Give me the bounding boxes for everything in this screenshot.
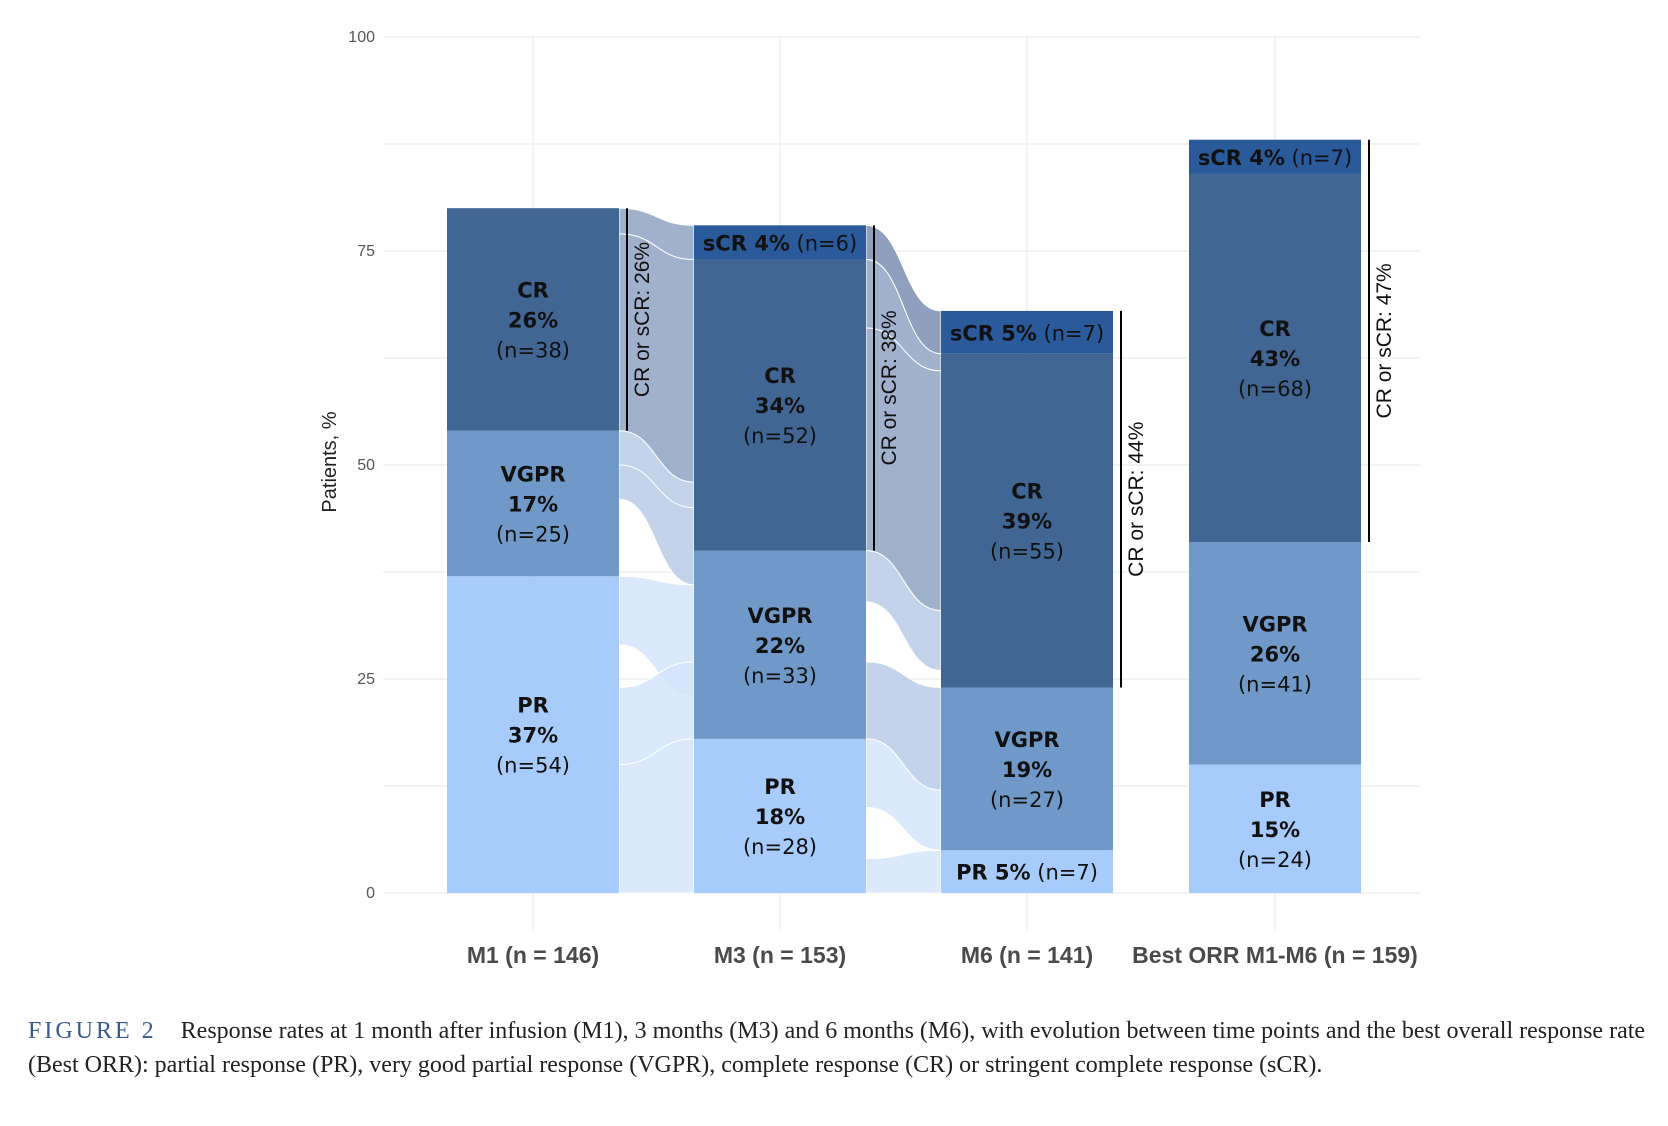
segment-label-vgpr: VGPR 19% (n=27) bbox=[990, 728, 1064, 812]
y-tick-label: 75 bbox=[357, 243, 375, 260]
bar-segment-pr bbox=[1189, 764, 1361, 893]
y-tick-label: 50 bbox=[357, 457, 375, 474]
segment-label-cr: CR 34% (n=52) bbox=[743, 364, 817, 448]
bar-segment-scr bbox=[694, 225, 866, 260]
segment-label-scr: sCR 5% (n=7) bbox=[950, 321, 1104, 345]
cr-bracket-label: CR or sCR: 47% bbox=[1373, 263, 1396, 418]
flow-ribbon-pr bbox=[865, 849, 942, 894]
segment-label-pr: PR 18% (n=28) bbox=[743, 775, 817, 859]
segment-label-scr: sCR 4% (n=6) bbox=[703, 231, 857, 255]
flow-ribbons bbox=[618, 207, 942, 894]
bar-segment-cr bbox=[941, 353, 1113, 688]
segment-label-pr: PR 37% (n=54) bbox=[496, 694, 570, 778]
bar-segment-vgpr bbox=[941, 687, 1113, 851]
x-category-label: M6 (n = 141) bbox=[961, 942, 1093, 968]
y-tick-label: 0 bbox=[366, 885, 375, 902]
bar-segment-cr bbox=[694, 259, 866, 551]
stacked-bars bbox=[447, 139, 1361, 893]
bar-segment-pr bbox=[941, 850, 1113, 893]
segment-label-cr: CR 39% (n=55) bbox=[990, 480, 1064, 564]
segment-label-pr: PR 5% (n=7) bbox=[956, 861, 1098, 885]
bar-segment-cr bbox=[1189, 173, 1361, 543]
bar-segment-pr bbox=[447, 576, 619, 893]
cr-bracket-label: CR or sCR: 38% bbox=[878, 310, 901, 465]
bar-segment-scr bbox=[1189, 139, 1361, 174]
figure-caption: FIGURE 2 Response rates at 1 month after … bbox=[28, 1014, 1648, 1082]
cr-brackets: CR or sCR: 26% CR or sCR: 38% CR or sCR: 4… bbox=[626, 139, 1396, 688]
x-axis: M1 (n = 146) M3 (n = 153) M6 (n = 141) Best… bbox=[467, 942, 1418, 968]
cr-bracket-label: CR or sCR: 44% bbox=[1125, 422, 1148, 577]
y-axis-label: Patients, % bbox=[319, 411, 341, 512]
caption-text: Response rates at 1 month after infusion… bbox=[28, 1018, 1646, 1078]
y-tick-label: 25 bbox=[357, 671, 375, 688]
bar-segment-pr bbox=[694, 738, 866, 893]
segment-label-vgpr: VGPR 22% (n=33) bbox=[743, 604, 817, 688]
segment-label-cr: CR 26% (n=38) bbox=[496, 278, 570, 362]
x-category-label: M3 (n = 153) bbox=[714, 942, 846, 968]
bar-segment-vgpr bbox=[1189, 542, 1361, 765]
y-tick-label: 100 bbox=[348, 29, 375, 46]
cr-bracket-label: CR or sCR: 26% bbox=[631, 242, 654, 397]
segment-label-cr: CR 43% (n=68) bbox=[1238, 317, 1312, 401]
figure-number: FIGURE 2 bbox=[28, 1018, 157, 1044]
bar-segment-vgpr bbox=[447, 430, 619, 577]
x-category-label: Best ORR M1-M6 (n = 159) bbox=[1132, 942, 1418, 968]
bar-segment-vgpr bbox=[694, 550, 866, 739]
bar-segment-scr bbox=[941, 310, 1113, 354]
segment-label-pr: PR 15% (n=24) bbox=[1238, 788, 1312, 872]
segment-label-scr: sCR 4% (n=7) bbox=[1198, 146, 1352, 170]
segment-label-vgpr: VGPR 17% (n=25) bbox=[496, 463, 570, 547]
segment-labels: PR 37% (n=54) VGPR 17% (n=25) CR 26% (n=38) PR 18%… bbox=[496, 146, 1352, 885]
x-category-label: M1 (n = 146) bbox=[467, 942, 599, 968]
segment-label-vgpr: VGPR 26% (n=41) bbox=[1238, 612, 1312, 696]
bar-segment-cr bbox=[447, 208, 619, 431]
y-axis: 0 25 50 75 100 bbox=[348, 29, 375, 902]
response-rate-chart: 0 25 50 75 100 PR 37% (n=54) VGPR 17% (n=25) CR 26%… bbox=[319, 29, 1420, 968]
